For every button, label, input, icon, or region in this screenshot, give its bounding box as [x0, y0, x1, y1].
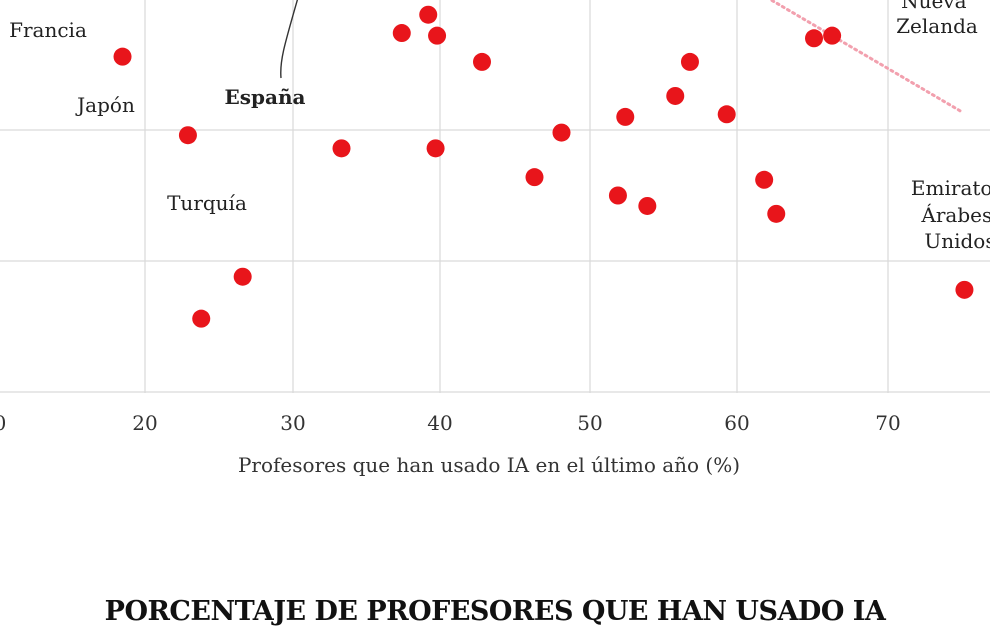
data-point	[428, 26, 447, 45]
label-japon: Japón	[75, 93, 135, 117]
data-point	[233, 267, 252, 286]
data-point	[419, 5, 438, 24]
data-point	[178, 126, 197, 145]
data-point	[525, 168, 544, 187]
data-point	[552, 123, 571, 142]
x-tick-label: 0	[0, 411, 6, 435]
label-espana: España	[225, 85, 306, 109]
data-point	[638, 196, 657, 215]
data-point	[426, 139, 445, 158]
section-title: PORCENTAJE DE PROFESORES QUE HAN USADO I…	[104, 596, 886, 627]
scatter-chart: 0 20 30 40 50 60 70 Francia Japón España Turqu…	[0, 0, 990, 477]
x-axis-label: Profesores que han usado IA en el último…	[238, 453, 740, 477]
label-francia: Francia	[9, 18, 87, 42]
data-point	[332, 139, 351, 158]
data-point	[113, 47, 132, 66]
data-point	[608, 186, 627, 205]
x-tick-label: 40	[427, 411, 452, 435]
data-point	[192, 309, 211, 328]
data-point	[805, 29, 824, 48]
x-tick-label: 60	[724, 411, 749, 435]
x-tick-label: 70	[875, 411, 900, 435]
data-point	[473, 52, 491, 71]
data-point	[823, 26, 842, 45]
data-point	[392, 24, 411, 43]
x-tick-labels: 0 20 30 40 50 60 70	[0, 411, 901, 435]
x-tick-label: 50	[577, 411, 602, 435]
label-nueva-zelanda: Nueva Zelanda	[896, 0, 978, 38]
data-point	[717, 105, 736, 124]
data-point	[755, 170, 774, 189]
x-tick-label: 20	[132, 411, 157, 435]
trendline	[768, 0, 963, 114]
data-point	[616, 107, 635, 126]
espana-leader-line	[280, 0, 299, 79]
x-tick-label: 30	[280, 411, 305, 435]
data-point	[955, 280, 974, 299]
points	[113, 5, 974, 328]
data-point	[666, 86, 685, 105]
label-turquia: Turquía	[167, 191, 247, 215]
grid	[0, 0, 990, 393]
label-emiratos: Emiratos Árabes Unidos	[911, 176, 990, 253]
data-point	[680, 52, 699, 71]
data-point	[767, 204, 786, 223]
